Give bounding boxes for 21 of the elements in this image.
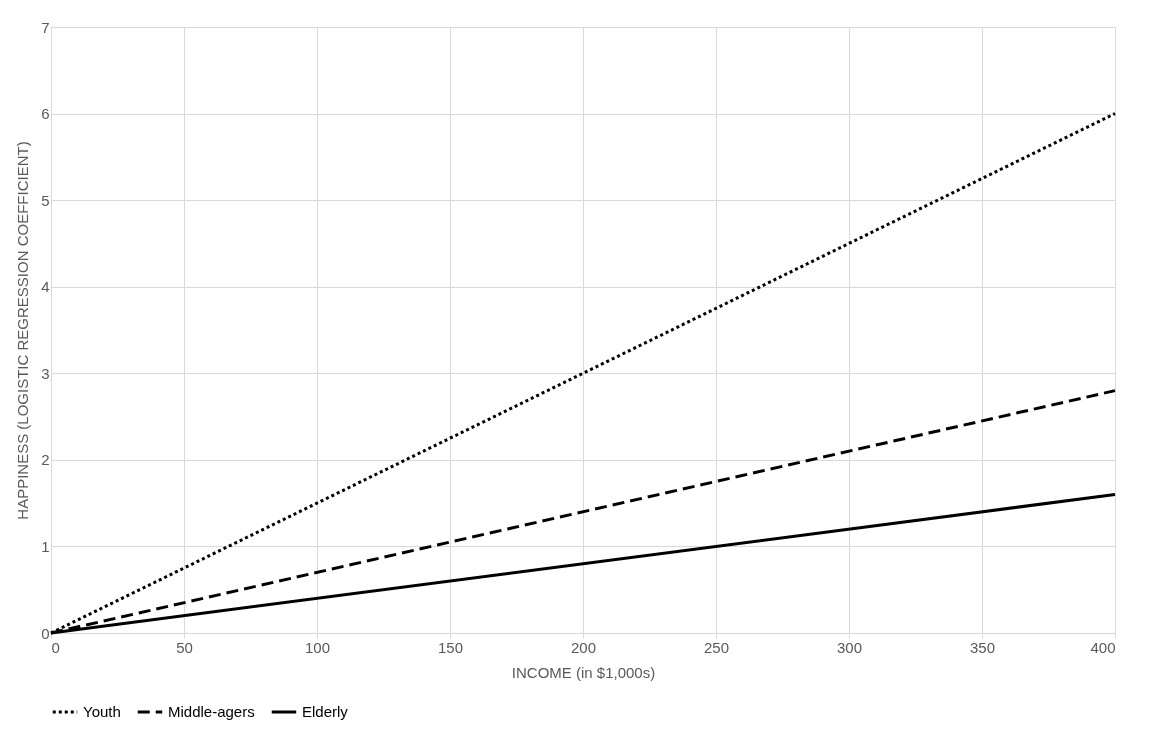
y-tick-label: 6 — [41, 105, 50, 123]
y-tick-label: 1 — [41, 537, 50, 555]
y-tick-label: 7 — [41, 18, 50, 36]
x-tick-label: 50 — [176, 638, 193, 656]
x-tick-label: 100 — [304, 638, 331, 656]
x-tick-label: 350 — [969, 638, 996, 656]
legend-label: Middle-agers — [168, 703, 255, 720]
x-tick-label: 150 — [437, 638, 464, 656]
y-tick-label: 3 — [41, 364, 50, 382]
x-tick-label: 250 — [703, 638, 730, 656]
y-tick-label: 4 — [41, 278, 50, 296]
legend-label: Youth — [83, 703, 121, 720]
y-axis-title: HAPPINESS (LOGISTIC REGRESSION COEFFICIENT) — [14, 141, 32, 520]
x-tick-label: 200 — [570, 638, 597, 656]
legend-label: Elderly — [302, 703, 349, 720]
x-tick-label: 300 — [836, 638, 863, 656]
y-tick-label: 0 — [41, 624, 50, 642]
x-axis-title: INCOME (in $1,000s) — [511, 663, 656, 681]
y-tick-label: 2 — [41, 451, 50, 469]
y-tick-label: 5 — [41, 191, 50, 209]
x-tick-label: 400 — [1090, 638, 1116, 656]
